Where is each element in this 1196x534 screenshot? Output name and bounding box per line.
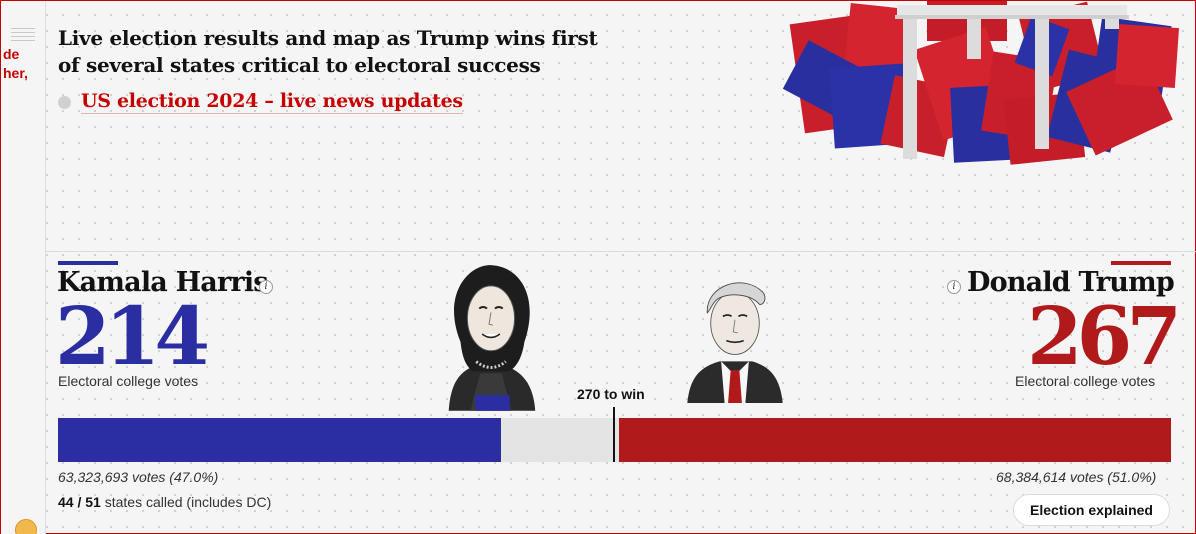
harris-ev-label: Electoral college votes [58,373,199,389]
harris-color-bar [58,261,118,265]
harris-info-icon[interactable]: i [259,280,273,294]
harris-name: Kamala Harris [57,267,269,298]
harris-bar-fill [58,418,501,462]
article-headline[interactable]: Live election results and map as Trump w… [58,26,598,77]
column [1105,19,1119,29]
ballot-collage-image [782,1,1180,165]
trump-info-icon[interactable]: i [947,280,961,294]
paper [843,3,911,79]
trump-name: Donald Trump [967,267,1175,298]
trump-color-bar [1111,261,1171,265]
trump-electoral-votes: 267 [1027,289,1182,383]
column [967,19,981,59]
threshold-label: 270 to win [577,386,645,402]
trump-popular-votes: 68,384,614 votes (51.0%) [996,469,1157,485]
strip-rule-lines [11,28,35,44]
live-updates-row[interactable]: US election 2024 – live news updates [58,89,463,115]
building-entablature [897,5,1127,15]
states-called-separator: / [77,494,82,510]
states-called: 44 / 51 states called (includes DC) [58,494,271,510]
trump-ev-label: Electoral college votes [1015,373,1156,389]
trump-portrait-image [687,282,783,403]
section-divider [46,251,1196,252]
harris-portrait-image [448,265,536,411]
harris-electoral-votes: 214 [55,289,210,383]
trump-bar-fill [619,418,1171,462]
states-called-count: 44 [58,494,74,510]
emoji-icon[interactable] [15,519,37,534]
column [1035,19,1049,149]
election-explained-button[interactable]: Election explained [1013,494,1170,526]
states-called-total: 51 [85,494,101,510]
harris-popular-votes: 63,323,693 votes (47.0%) [58,469,219,485]
column [903,19,917,159]
live-updates-link[interactable]: US election 2024 – live news updates [81,90,463,114]
sidebar-snippet-text[interactable]: de her, [3,46,28,81]
paper [1114,23,1180,89]
threshold-line [613,407,615,462]
left-sidebar-strip: de her, [1,1,46,534]
building-entablature [895,15,1129,19]
states-called-suffix: states called (includes DC) [104,494,272,510]
live-indicator-icon [58,95,71,109]
